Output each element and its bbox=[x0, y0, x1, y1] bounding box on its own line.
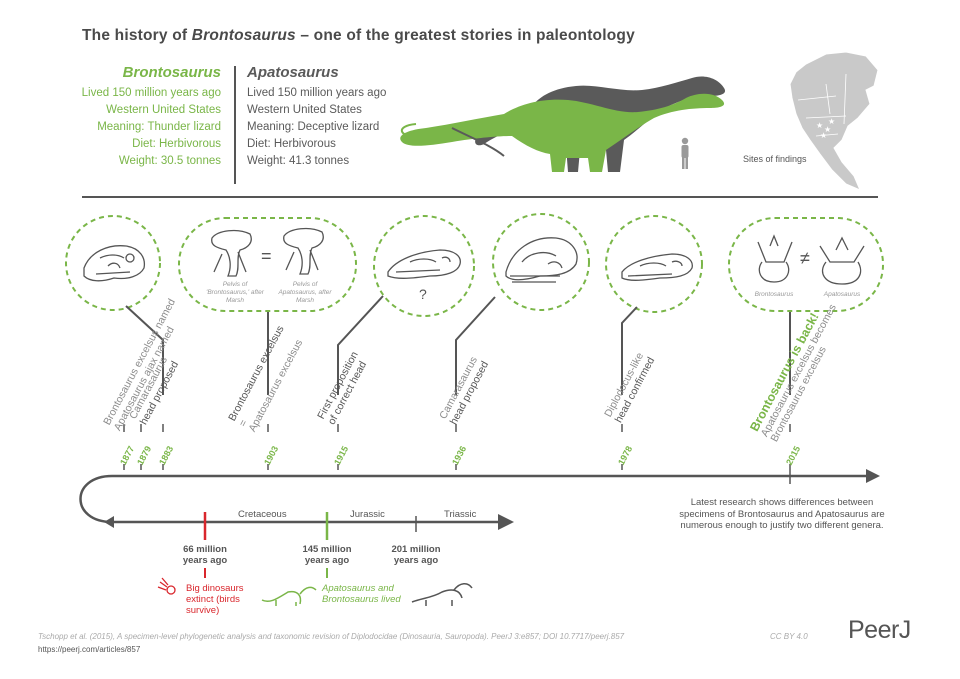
apatosaurus-facts: Apatosaurus Lived 150 million years ago … bbox=[247, 64, 386, 170]
apatosaurus-heading: Apatosaurus bbox=[247, 64, 339, 81]
apatosaurus-fact: Meaning: Deceptive lizard bbox=[247, 121, 380, 133]
period-triassic: Triassic bbox=[444, 509, 477, 520]
article-link[interactable]: https://peerj.com/articles/857 bbox=[38, 645, 141, 654]
brontosaurus-heading: Brontosaurus bbox=[122, 64, 221, 81]
mya-201: 201 million years ago bbox=[391, 544, 441, 566]
map-label: Sites of findings bbox=[743, 154, 807, 164]
apatosaurus-fact: Western United States bbox=[247, 104, 362, 116]
brontosaurus-silhouette bbox=[400, 93, 725, 172]
skull-sketch-1936 bbox=[505, 237, 578, 283]
svg-text:★: ★ bbox=[816, 121, 823, 130]
question-mark: ? bbox=[419, 286, 427, 302]
apatosaurus-fact: Lived 150 million years ago bbox=[247, 87, 387, 99]
peerj-logo: PeerJ bbox=[848, 616, 911, 644]
extinction-note: Big dinosaurs extinct (birds survive) bbox=[186, 583, 244, 616]
brontosaurus-fact: Western United States bbox=[106, 104, 221, 116]
meteor-icon bbox=[157, 577, 176, 595]
brontosaurus-fact: Lived 150 million years ago bbox=[81, 87, 221, 99]
bubble-1903 bbox=[178, 217, 357, 312]
pelvis-sketch-left bbox=[211, 229, 252, 277]
brontosaurus-facts: Brontosaurus Lived 150 million years ago… bbox=[82, 64, 221, 170]
svg-text:★: ★ bbox=[824, 125, 831, 134]
skull-sketch-1978 bbox=[621, 253, 693, 281]
bubble-2015 bbox=[728, 217, 884, 312]
citation: Tschopp et al. (2015), A specimen-level … bbox=[38, 632, 625, 641]
bubble-1978 bbox=[605, 215, 703, 313]
mya-145: 145 million years ago bbox=[302, 544, 352, 566]
research-summary: Latest research shows differences betwee… bbox=[679, 497, 885, 531]
sauropod-icon-green bbox=[261, 586, 317, 606]
brontosaurus-fact: Weight: 30.5 tonnes bbox=[118, 155, 221, 167]
equals-sign: = bbox=[261, 246, 272, 266]
vertebra-sketch-left bbox=[757, 234, 793, 283]
svg-text:★: ★ bbox=[820, 131, 827, 140]
vertebra-right-caption: Apatosaurus bbox=[823, 291, 861, 298]
pelvis-sketch-right bbox=[283, 227, 324, 275]
apatosaurus-tail bbox=[451, 127, 505, 157]
svg-text:★: ★ bbox=[828, 117, 835, 126]
skull-sketch-1915 bbox=[387, 249, 461, 279]
skull-sketch-1883 bbox=[83, 245, 146, 282]
apatosaurus-fact: Weight: 41.3 tonnes bbox=[247, 155, 350, 167]
pelvis-left-caption: Pelvis of 'Brontosaurus,' after Marsh bbox=[206, 281, 264, 304]
human-silhouette bbox=[681, 137, 689, 169]
bubble-1936 bbox=[492, 213, 590, 311]
mya-66: 66 million years ago bbox=[182, 544, 228, 566]
license-text: CC BY 4.0 bbox=[770, 632, 808, 641]
page-title: The history of Brontosaurus – one of the… bbox=[82, 27, 635, 44]
not-equal-sign: ≠ bbox=[800, 248, 810, 268]
dinosaur-silhouettes-illustration bbox=[400, 76, 726, 172]
bubble-1883 bbox=[65, 215, 161, 311]
lived-note: Apatosaurus and Brontosaurus lived bbox=[322, 583, 401, 605]
section-divider bbox=[82, 196, 878, 198]
north-america-map: ★ ★ ★ ★ bbox=[789, 51, 879, 191]
bubble-1915 bbox=[373, 215, 475, 317]
brontosaurus-fact: Meaning: Thunder lizard bbox=[97, 121, 221, 133]
pelvis-right-caption: Pelvis of Apatosaurus, after Marsh bbox=[278, 281, 332, 304]
apatosaurus-fact: Diet: Herbivorous bbox=[247, 138, 336, 150]
axis-arrowhead bbox=[866, 469, 880, 483]
brontosaurus-fact: Diet: Herbivorous bbox=[132, 138, 221, 150]
vertebra-left-caption: Brontosaurus bbox=[754, 291, 794, 298]
period-jurassic: Jurassic bbox=[350, 509, 385, 520]
sauropod-icon-gray bbox=[411, 583, 473, 606]
timeline-loop bbox=[79, 474, 113, 524]
vertebra-sketch-right bbox=[819, 236, 865, 285]
finding-site-markers: ★ ★ ★ ★ bbox=[816, 117, 835, 140]
column-divider bbox=[234, 66, 236, 184]
period-cretaceous: Cretaceous bbox=[238, 509, 287, 520]
